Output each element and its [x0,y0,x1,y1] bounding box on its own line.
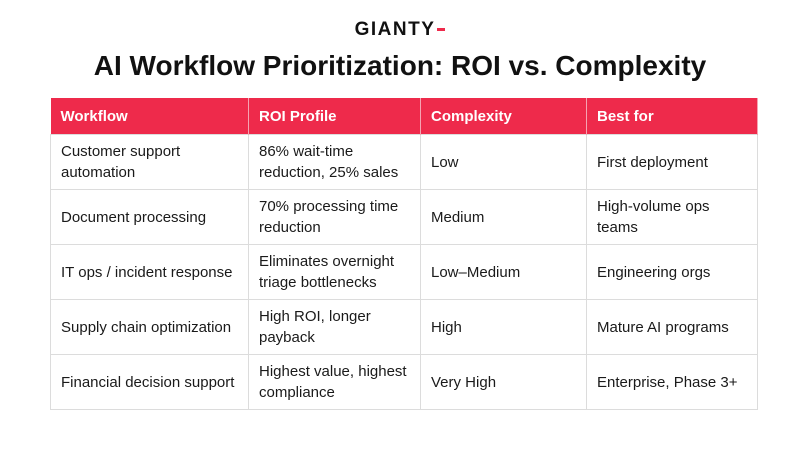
column-header: ROI Profile [248,98,421,135]
table-cell: 70% processing time reduction [248,189,421,245]
table-row: Supply chain optimization High ROI, longe… [50,299,758,355]
column-header: Workflow [50,98,249,135]
table-cell: High [420,299,587,355]
table-row: Financial decision support Highest value,… [50,354,758,410]
table-row: Customer support automation 86% wait-time… [50,134,758,190]
table-row: Document processing 70% processing time r… [50,189,758,245]
table-cell: Engineering orgs [586,244,758,300]
table-cell: Supply chain optimization [50,299,249,355]
table: Workflow ROI Profile Complexity Best for Cu… [50,98,758,410]
table-cell: 86% wait-time reduction, 25% sales [248,134,421,190]
table-cell: Eliminates overnight triage bottlenecks [248,244,421,300]
table-cell: Low [420,134,587,190]
column-header: Best for [586,98,758,135]
table-cell: Customer support automation [50,134,249,190]
column-header: Complexity [420,98,587,135]
title: AI Workflow Prioritization: ROI vs. Comp… [93,50,707,81]
table-body: Customer support automation 86% wait-time… [50,134,758,410]
table-cell: Highest value, highest compliance [248,354,421,410]
table-cell: Financial decision support [50,354,249,410]
table-cell: First deployment [586,134,758,190]
table-cell: Medium [420,189,587,245]
table-cell: Document processing [50,189,249,245]
table-row: IT ops / incident response Eliminates ove… [50,244,758,300]
table-cell: Mature AI programs [586,299,758,355]
table-cell: IT ops / incident response [50,244,249,300]
table-cell: Low–Medium [420,244,587,300]
table-cell: High ROI, longer payback [248,299,421,355]
table-cell: High-volume ops teams [586,189,758,245]
table-cell: Enterprise, Phase 3+ [586,354,758,410]
logo: GIANTY [0,19,800,41]
table-cell: Very High [420,354,587,410]
header-row: Workflow ROI Profile Complexity Best for [50,98,758,135]
